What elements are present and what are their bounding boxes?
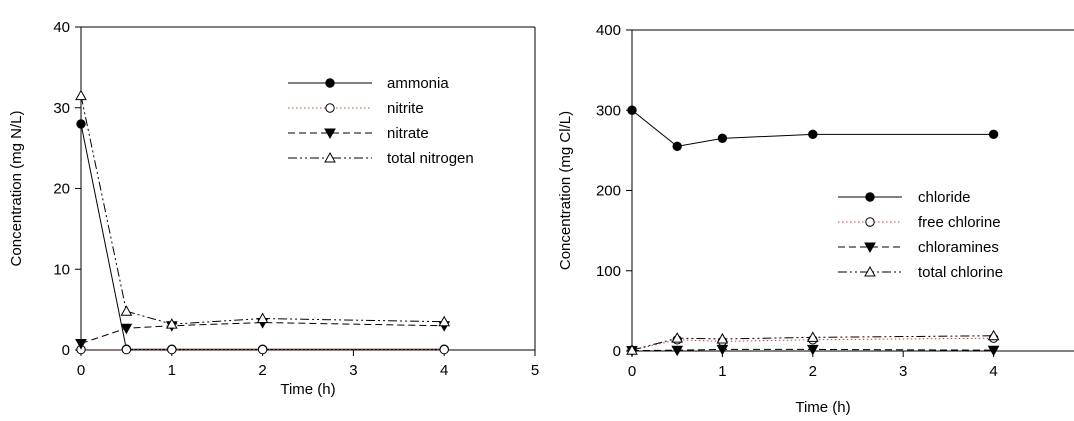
data-point-chloramines	[806, 344, 819, 356]
legend-marker	[864, 242, 876, 254]
series-chloramines	[626, 344, 1000, 357]
x-tick-label: 4	[440, 362, 448, 379]
legend-marker	[865, 217, 875, 227]
x-tick-label: 1	[168, 362, 176, 379]
data-point-chloride	[988, 129, 999, 140]
series-nitrite	[76, 344, 449, 355]
y-tick-label: 200	[596, 183, 621, 200]
y-tick-label: 0	[613, 343, 621, 360]
data-point-total-nitrogen	[438, 315, 451, 327]
legend-item-chloramines: chloramines	[838, 239, 999, 256]
legend-label: total chlorine	[918, 264, 1003, 281]
data-point-nitrite	[121, 344, 132, 355]
data-point-total-chlorine	[987, 329, 1000, 341]
data-point-chloramines	[716, 344, 729, 356]
data-point-ammonia	[76, 119, 86, 129]
legend-item-nitrate: nitrate	[288, 125, 429, 142]
data-point-nitrate	[120, 323, 133, 335]
legend-item-ammonia: ammonia	[288, 75, 449, 92]
x-axis-title: Time (h)	[795, 399, 850, 416]
legend-label: nitrate	[387, 125, 429, 142]
y-tick-label: 30	[53, 100, 70, 117]
x-tick-label: 2	[809, 363, 817, 380]
y-tick-label: 400	[596, 22, 621, 39]
legend-item-total-nitrogen: total nitrogen	[288, 150, 474, 167]
nitrogen-chart: 0 1 2 3 4 5 0 10 20 30 40 Time (h) Concentration (mg…	[8, 19, 539, 398]
x-tick-label: 0	[628, 363, 636, 380]
data-point-total-nitrogen	[120, 305, 133, 316]
data-point-nitrite	[257, 344, 268, 355]
legend: chloride free chlorine chloramines total ch…	[838, 189, 1003, 281]
data-point-chloride	[627, 105, 637, 115]
data-point-total-nitrogen	[75, 89, 87, 101]
legend: ammonia nitrite nitrate total nitrogen	[288, 75, 474, 167]
data-point-chloride	[672, 141, 682, 152]
legend-marker	[864, 265, 876, 277]
series-nitrate	[75, 318, 451, 350]
x-tick-label: 3	[899, 363, 907, 380]
data-point-total-chlorine	[626, 344, 638, 355]
x-tick-label: 5	[531, 362, 539, 379]
x-tick-label: 4	[989, 363, 997, 380]
y-tick-label: 100	[596, 263, 621, 280]
data-point-nitrate	[75, 339, 87, 350]
x-tick-label: 2	[258, 362, 266, 379]
series-total-nitrogen	[75, 89, 451, 329]
data-point-total-chlorine	[716, 332, 729, 344]
legend-item-total-chlorine: total chlorine	[838, 264, 1003, 281]
data-point-total-nitrogen	[165, 318, 178, 329]
legend-label: total nitrogen	[387, 150, 474, 167]
series-total-chlorine	[626, 329, 1000, 355]
x-axis-title: Time (h)	[280, 381, 335, 398]
data-point-nitrite	[167, 344, 177, 355]
x-tick-label: 0	[77, 362, 85, 379]
legend-marker	[324, 151, 336, 163]
legend-label: free chlorine	[918, 214, 1001, 231]
chlorine-chart: 0123450100200300400Time (h)Concentration…	[557, 22, 1074, 416]
y-tick-label: 0	[62, 342, 70, 359]
legend-item-chloride: chloride	[838, 189, 971, 206]
y-tick-label: 20	[53, 181, 70, 198]
legend-label: nitrite	[387, 100, 424, 117]
legend-item-free-chlorine: free chlorine	[838, 214, 1001, 231]
legend-marker	[865, 192, 875, 202]
data-point-total-chlorine	[671, 332, 684, 343]
data-point-chloramines	[671, 345, 684, 357]
series-line-chloride	[631, 109, 994, 147]
y-tick-label: 300	[596, 102, 621, 119]
legend-marker	[325, 103, 335, 113]
legend-marker	[324, 128, 336, 140]
series-chloride	[627, 105, 999, 152]
legend-label: ammonia	[387, 75, 449, 92]
data-point-chloride	[717, 133, 728, 144]
y-tick-label: 40	[53, 19, 70, 36]
data-point-total-nitrogen	[256, 312, 269, 324]
legend-label: chloramines	[918, 239, 999, 256]
data-point-chloramines	[987, 345, 1000, 357]
legend-label: chloride	[918, 189, 971, 206]
data-point-total-chlorine	[806, 331, 819, 342]
legend-item-nitrite: nitrite	[288, 100, 424, 117]
data-point-chloride	[808, 129, 818, 140]
y-tick-label: 10	[53, 261, 70, 278]
legend-marker	[325, 78, 335, 88]
data-point-nitrite	[439, 344, 449, 355]
y-axis-title: Concentration (mg N/L)	[8, 111, 25, 267]
x-tick-label: 1	[718, 363, 726, 380]
x-tick-label: 3	[349, 362, 357, 379]
y-axis-title: Concentration (mg Cl/L)	[557, 111, 574, 270]
